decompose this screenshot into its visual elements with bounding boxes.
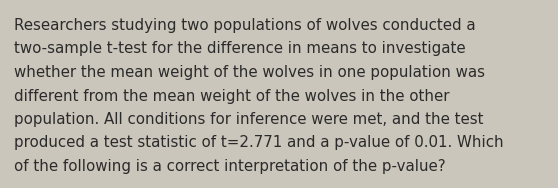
Text: population. All conditions for inference were met, and the test: population. All conditions for inference… <box>14 112 483 127</box>
Text: different from the mean weight of the wolves in the other: different from the mean weight of the wo… <box>14 89 450 104</box>
Text: two-sample t-test for the difference in means to investigate: two-sample t-test for the difference in … <box>14 42 465 57</box>
Text: of the following is a correct interpretation of the p-value?: of the following is a correct interpreta… <box>14 159 446 174</box>
Text: Researchers studying two populations of wolves conducted a: Researchers studying two populations of … <box>14 18 475 33</box>
Text: whether the mean weight of the wolves in one population was: whether the mean weight of the wolves in… <box>14 65 485 80</box>
Text: produced a test statistic of t=2.771 and a p-value of 0.01. Which: produced a test statistic of t=2.771 and… <box>14 136 504 151</box>
